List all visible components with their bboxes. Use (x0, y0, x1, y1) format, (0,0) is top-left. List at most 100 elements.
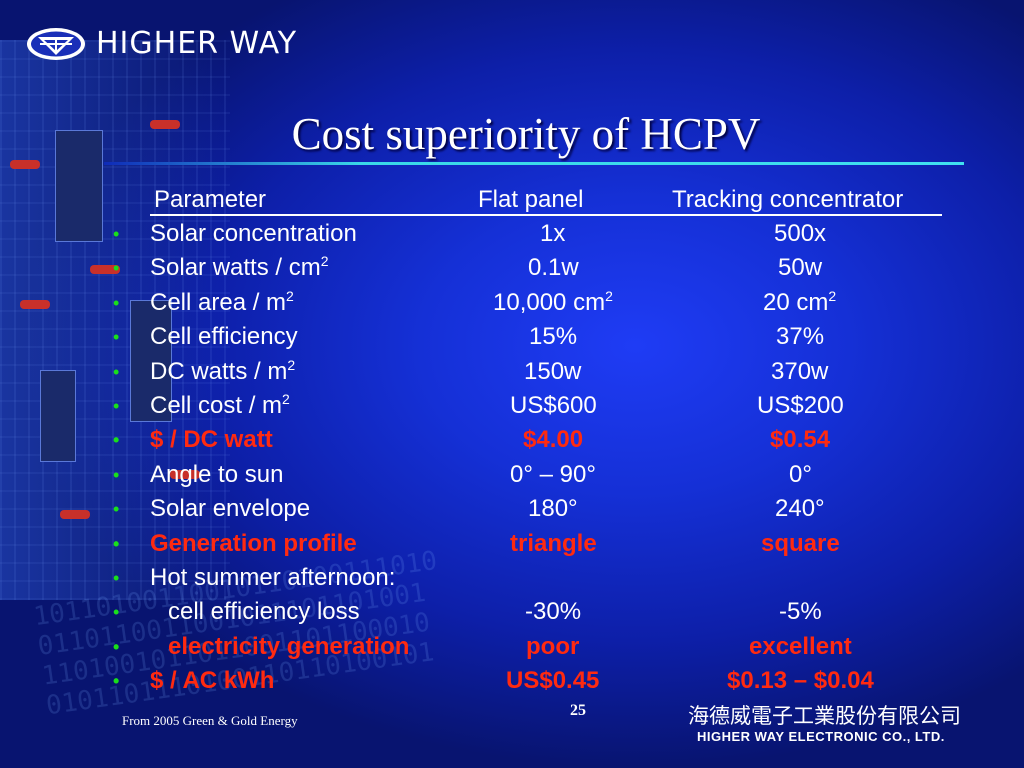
flat-panel-cell-text: 180° (528, 495, 578, 523)
parameter-cell-text: electricity generation (168, 632, 410, 660)
tracking-cell-text: 370w (771, 357, 829, 385)
bullet-icon: • (113, 499, 120, 520)
tracking-cell: 20 cm2 (763, 289, 836, 317)
flat-panel-cell: triangle (510, 530, 597, 558)
flat-panel-cell-text: $4.00 (523, 426, 584, 454)
parameter-cell: Solar envelope (150, 495, 310, 523)
flat-panel-cell-text: 150w (524, 357, 582, 385)
company-name-chinese: 海德威電子工業股份有限公司 (688, 704, 961, 728)
parameter-cell-text: Angle to sun (150, 460, 284, 488)
source-note: From 2005 Green & Gold Energy (122, 713, 298, 728)
tracking-cell: -5% (779, 598, 822, 626)
superscript: 2 (282, 391, 290, 407)
parameter-cell: electricity generation (168, 633, 409, 661)
flat-panel-cell-text: 0.1w (528, 254, 579, 282)
logo: HIGHER WAY (26, 26, 297, 61)
page-number: 25 (570, 702, 586, 719)
bullet-icon: • (113, 258, 120, 279)
tracking-cell-text: $0.54 (770, 426, 831, 454)
tracking-cell: 240° (775, 495, 825, 523)
parameter-cell: Angle to sun (150, 461, 283, 489)
title-underline (104, 162, 964, 165)
chip-decoration (130, 300, 172, 422)
parameter-cell-text: $ / AC kWh (150, 667, 275, 695)
parameter-cell: Solar watts / cm2 (150, 254, 329, 282)
table-row: • Cell cost / m2 US$600 US$200 (0, 388, 1024, 422)
flat-panel-cell: 15% (529, 323, 577, 351)
header-tracking-concentrator: Tracking concentrator (672, 186, 904, 213)
superscript: 2 (828, 287, 837, 304)
resistor-decoration (150, 120, 180, 129)
table-row: • Solar concentration 1x 500x (0, 216, 1024, 250)
bullet-icon: • (113, 292, 120, 313)
bullet-icon: • (113, 396, 120, 416)
tracking-cell-text: $0.13 – $0.04 (727, 667, 874, 695)
circuit-board-background (0, 40, 230, 600)
tracking-cell: excellent (749, 633, 852, 661)
company-name-english: HIGHER WAY ELECTRONIC CO., LTD. (697, 729, 945, 744)
flat-panel-cell: -30% (525, 598, 581, 626)
flat-panel-cell: 150w (524, 358, 581, 386)
flat-panel-cell: 1x (540, 220, 565, 248)
superscript: 2 (605, 287, 613, 304)
flat-panel-cell-text: -30% (525, 598, 582, 626)
table-row: • Generation profile triangle square (0, 526, 1024, 560)
table-row: • Cell area / m2 10,000 cm2 20 cm2 (0, 285, 1024, 319)
parameter-cell: Cell efficiency (150, 323, 298, 351)
tracking-cell: 37% (776, 323, 824, 351)
flat-panel-cell: US$600 (510, 392, 597, 420)
tracking-cell-text: 0° (789, 460, 812, 488)
parameter-cell-text: Hot summer afternoon: (150, 564, 396, 591)
parameter-cell-text: Cell area / m (150, 288, 287, 316)
flat-panel-cell-text: poor (526, 632, 580, 660)
parameter-cell: Solar concentration (150, 220, 357, 248)
table-header: Parameter Flat panel Tracking concentrat… (150, 184, 942, 216)
tracking-cell: 0° (789, 461, 812, 489)
parameter-cell-text: Solar envelope (150, 495, 311, 523)
bullet-icon: • (113, 602, 120, 623)
resistor-decoration (20, 300, 50, 309)
tracking-cell-text: US$200 (757, 392, 844, 419)
logo-text: HIGHER WAY (96, 26, 298, 61)
tracking-cell: square (761, 530, 840, 558)
header-parameter: Parameter (154, 186, 267, 213)
bullet-icon: • (113, 327, 120, 348)
table-row: • Hot summer afternoon: (0, 560, 1024, 594)
tracking-cell-text: -5% (779, 598, 822, 626)
bullet-icon: • (113, 533, 120, 554)
tracking-cell-text: 20 cm (763, 288, 829, 316)
parameter-cell: $ / AC kWh (150, 667, 274, 695)
parameter-cell: $ / DC watt (150, 426, 273, 454)
parameter-cell-text: Generation profile (150, 529, 357, 557)
parameter-cell-text: Cell efficiency (150, 323, 298, 351)
parameter-cell-text: Solar watts / cm (150, 254, 321, 282)
slide-title: Cost superiority of HCPV (291, 109, 761, 159)
tracking-cell: US$200 (757, 392, 844, 420)
tracking-cell: 370w (771, 358, 828, 386)
tracking-cell: 500x (774, 220, 826, 248)
parameter-cell: Generation profile (150, 530, 357, 558)
flat-panel-cell-text: 10,000 cm (493, 288, 606, 316)
parameter-cell: Cell area / m2 (150, 289, 294, 317)
parameter-cell-text: cell efficiency loss (168, 598, 360, 626)
table-row: • Solar envelope 180° 240° (0, 491, 1024, 525)
table-row: • $ / DC watt $4.00 $0.54 (0, 422, 1024, 456)
resistor-decoration (90, 265, 120, 274)
flat-panel-cell: poor (526, 633, 579, 661)
flat-panel-cell-text: triangle (510, 529, 597, 557)
tracking-cell-text: square (761, 529, 840, 557)
table-row: • DC watts / m2 150w 370w (0, 354, 1024, 388)
parameter-cell: Hot summer afternoon: (150, 564, 395, 592)
resistor-decoration (170, 470, 200, 479)
chip-decoration (55, 130, 103, 242)
tracking-cell-text: 37% (776, 323, 825, 351)
resistor-decoration (60, 510, 90, 519)
flat-panel-cell: US$0.45 (506, 667, 599, 695)
table-row: • $ / AC kWh US$0.45 $0.13 – $0.04 (0, 663, 1024, 697)
superscript: 2 (286, 287, 294, 304)
flat-panel-cell: 0° – 90° (510, 461, 596, 489)
flat-panel-cell: 10,000 cm2 (493, 289, 613, 317)
superscript: 2 (287, 356, 296, 373)
bullet-icon: • (113, 361, 120, 382)
